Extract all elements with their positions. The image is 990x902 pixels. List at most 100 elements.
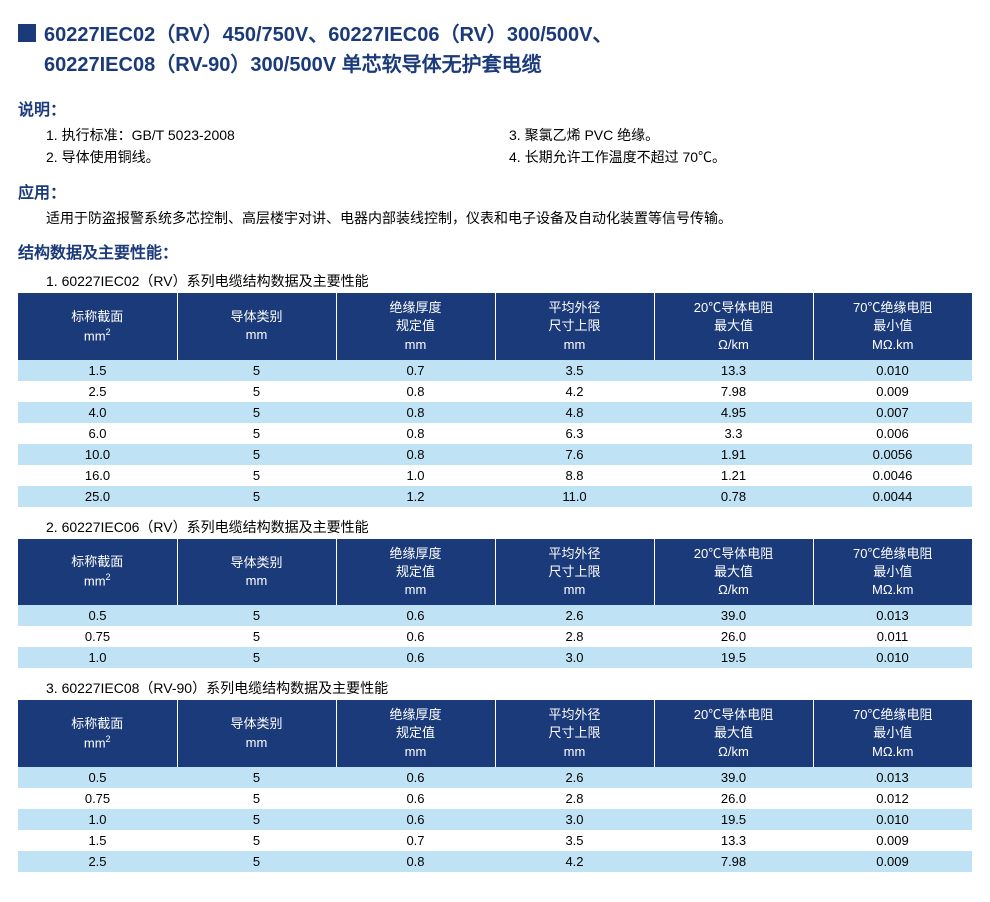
- table-cell: 0.011: [813, 626, 972, 647]
- table-row: 2.550.84.27.980.009: [18, 851, 972, 872]
- column-header: 导体类别mm: [177, 293, 336, 360]
- column-header: 标称截面mm2: [18, 700, 177, 767]
- table-cell: 4.2: [495, 381, 654, 402]
- section-structure-label: 结构数据及主要性能：: [18, 239, 972, 263]
- table-cell: 5: [177, 486, 336, 507]
- table-cell: 0.6: [336, 605, 495, 626]
- table-row: 1.050.63.019.50.010: [18, 647, 972, 668]
- section-description-label: 说明：: [18, 96, 972, 120]
- table-cell: 4.2: [495, 851, 654, 872]
- table-cell: 2.6: [495, 767, 654, 788]
- table-cell: 7.98: [654, 851, 813, 872]
- table-cell: 0.012: [813, 788, 972, 809]
- tables-container: 1. 60227IEC02（RV）系列电缆结构数据及主要性能标称截面mm2导体类…: [18, 271, 972, 872]
- table-cell: 5: [177, 767, 336, 788]
- column-header: 导体类别mm: [177, 700, 336, 767]
- table-cell: 0.009: [813, 851, 972, 872]
- table-cell: 0.8: [336, 851, 495, 872]
- table-caption: 1. 60227IEC02（RV）系列电缆结构数据及主要性能: [46, 271, 972, 291]
- table-cell: 5: [177, 605, 336, 626]
- table-cell: 0.6: [336, 788, 495, 809]
- table-cell: 2.5: [18, 851, 177, 872]
- table-row: 2.550.84.27.980.009: [18, 381, 972, 402]
- column-header: 平均外径尺寸上限mm: [495, 539, 654, 606]
- table-cell: 4.8: [495, 402, 654, 423]
- table-cell: 0.75: [18, 788, 177, 809]
- table-cell: 5: [177, 381, 336, 402]
- table-row: 10.050.87.61.910.0056: [18, 444, 972, 465]
- title-bullet-icon: [18, 24, 36, 42]
- table-cell: 0.0056: [813, 444, 972, 465]
- table-cell: 5: [177, 360, 336, 381]
- table-cell: 0.6: [336, 809, 495, 830]
- table-cell: 1.5: [18, 360, 177, 381]
- column-header: 70℃绝缘电阻最小值MΩ.km: [813, 539, 972, 606]
- table-cell: 2.8: [495, 626, 654, 647]
- table-cell: 0.009: [813, 381, 972, 402]
- column-header: 平均外径尺寸上限mm: [495, 293, 654, 360]
- table-cell: 26.0: [654, 626, 813, 647]
- table-cell: 19.5: [654, 809, 813, 830]
- table-cell: 1.2: [336, 486, 495, 507]
- table-cell: 8.8: [495, 465, 654, 486]
- table-cell: 39.0: [654, 767, 813, 788]
- title-line-1: 60227IEC02（RV）450/750V、60227IEC06（RV）300…: [44, 24, 613, 46]
- table-row: 0.550.62.639.00.013: [18, 767, 972, 788]
- table-cell: 5: [177, 809, 336, 830]
- table-cell: 0.6: [336, 767, 495, 788]
- table-cell: 0.5: [18, 605, 177, 626]
- table-cell: 5: [177, 788, 336, 809]
- table-cell: 0.8: [336, 423, 495, 444]
- table-caption: 2. 60227IEC06（RV）系列电缆结构数据及主要性能: [46, 517, 972, 537]
- table-cell: 4.0: [18, 402, 177, 423]
- column-header: 绝缘厚度规定值mm: [336, 293, 495, 360]
- table-cell: 2.6: [495, 605, 654, 626]
- description-block: 1. 执行标准：GB/T 5023-2008 2. 导体使用铜线。 3. 聚氯乙…: [46, 124, 972, 169]
- column-header: 绝缘厚度规定值mm: [336, 539, 495, 606]
- desc-item: 1. 执行标准：GB/T 5023-2008: [46, 124, 509, 146]
- table-cell: 10.0: [18, 444, 177, 465]
- table-cell: 5: [177, 647, 336, 668]
- table-cell: 3.5: [495, 830, 654, 851]
- table-cell: 0.5: [18, 767, 177, 788]
- table-cell: 0.006: [813, 423, 972, 444]
- table-cell: 0.7: [336, 830, 495, 851]
- desc-item: 3. 聚氯乙烯 PVC 绝缘。: [509, 124, 972, 146]
- spec-table: 标称截面mm2导体类别mm绝缘厚度规定值mm平均外径尺寸上限mm20℃导体电阻最…: [18, 539, 972, 669]
- table-cell: 0.6: [336, 647, 495, 668]
- column-header: 标称截面mm2: [18, 539, 177, 606]
- table-cell: 11.0: [495, 486, 654, 507]
- table-cell: 5: [177, 423, 336, 444]
- table-cell: 2.8: [495, 788, 654, 809]
- table-cell: 1.91: [654, 444, 813, 465]
- table-cell: 1.5: [18, 830, 177, 851]
- table-row: 16.051.08.81.210.0046: [18, 465, 972, 486]
- table-cell: 6.0: [18, 423, 177, 444]
- column-header: 绝缘厚度规定值mm: [336, 700, 495, 767]
- table-cell: 1.21: [654, 465, 813, 486]
- table-row: 1.550.73.513.30.010: [18, 360, 972, 381]
- table-cell: 3.0: [495, 647, 654, 668]
- column-header: 20℃导体电阻最大值Ω/km: [654, 539, 813, 606]
- section-application-label: 应用：: [18, 179, 972, 203]
- table-cell: 1.0: [18, 647, 177, 668]
- table-cell: 0.010: [813, 647, 972, 668]
- description-right-col: 3. 聚氯乙烯 PVC 绝缘。 4. 长期允许工作温度不超过 70℃。: [509, 124, 972, 169]
- table-cell: 5: [177, 444, 336, 465]
- table-cell: 0.013: [813, 767, 972, 788]
- column-header: 70℃绝缘电阻最小值MΩ.km: [813, 700, 972, 767]
- table-row: 0.550.62.639.00.013: [18, 605, 972, 626]
- desc-item: 2. 导体使用铜线。: [46, 146, 509, 168]
- table-cell: 16.0: [18, 465, 177, 486]
- spec-table: 标称截面mm2导体类别mm绝缘厚度规定值mm平均外径尺寸上限mm20℃导体电阻最…: [18, 293, 972, 507]
- table-cell: 0.010: [813, 809, 972, 830]
- table-cell: 0.0044: [813, 486, 972, 507]
- table-cell: 26.0: [654, 788, 813, 809]
- table-row: 25.051.211.00.780.0044: [18, 486, 972, 507]
- table-cell: 2.5: [18, 381, 177, 402]
- table-cell: 7.6: [495, 444, 654, 465]
- table-cell: 5: [177, 626, 336, 647]
- table-cell: 3.3: [654, 423, 813, 444]
- page-title: 60227IEC02（RV）450/750V、60227IEC06（RV）300…: [44, 20, 613, 80]
- column-header: 20℃导体电阻最大值Ω/km: [654, 700, 813, 767]
